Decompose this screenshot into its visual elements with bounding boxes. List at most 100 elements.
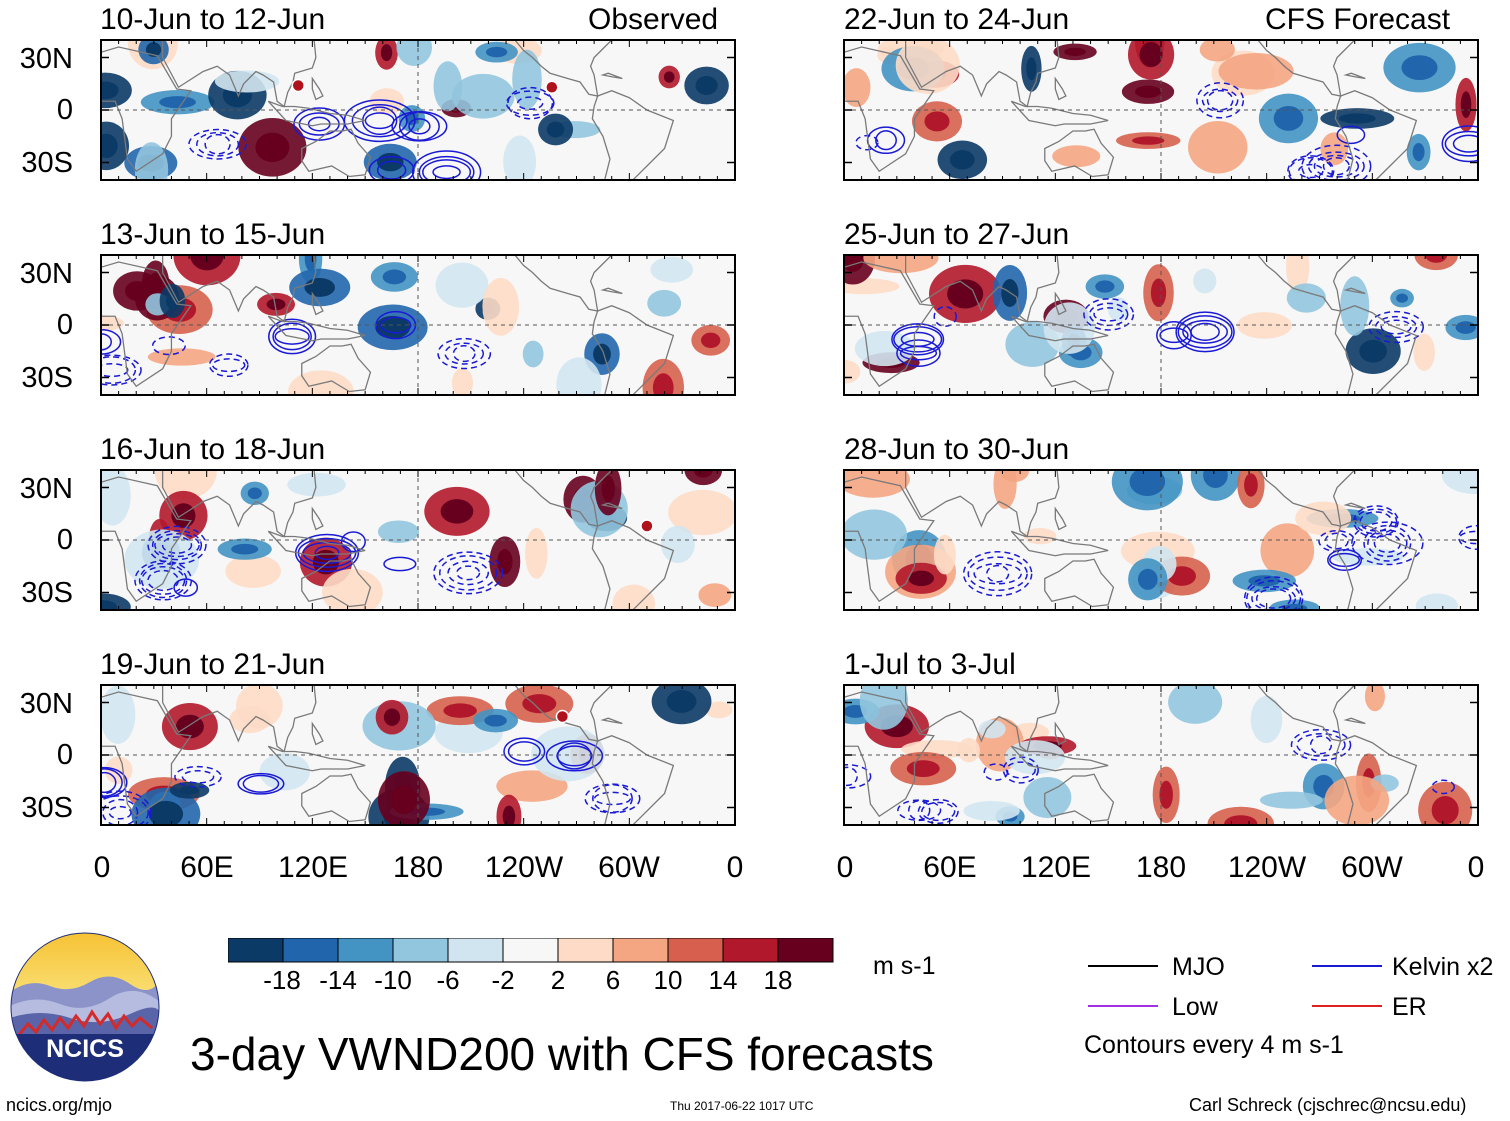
colorbar-swatch	[337, 938, 394, 963]
wind-anomaly-shade	[1259, 791, 1323, 809]
kelvin-contour	[1351, 521, 1424, 566]
colorbar-swatch	[392, 938, 449, 963]
kelvin-contour	[1373, 533, 1402, 554]
kelvin-contour	[391, 110, 448, 142]
kelvin-contour	[584, 783, 641, 814]
wind-anomaly-shade	[660, 525, 695, 563]
kelvin-contour	[204, 133, 231, 155]
kelvin-contour	[154, 532, 200, 558]
coastline	[1334, 305, 1418, 395]
colorbar-swatch	[228, 938, 284, 963]
kelvin-contour	[208, 353, 249, 378]
panel-title-5: 22-Jun to 24-Jun	[844, 3, 1070, 36]
kelvin-contour	[556, 742, 592, 770]
wind-anomaly-core	[1026, 57, 1037, 81]
coastline	[301, 128, 372, 178]
kelvin-contour	[108, 805, 132, 820]
wind-anomaly-shade	[259, 752, 310, 791]
kelvin-contour	[893, 326, 943, 353]
kelvin-contour	[1353, 505, 1399, 538]
kelvin-contour	[138, 562, 188, 599]
wind-anomaly-core	[1338, 113, 1376, 124]
wind-anomaly-core	[906, 760, 940, 777]
wind-anomaly-core	[231, 543, 259, 555]
kelvin-contour	[1297, 163, 1324, 179]
wind-anomaly-core	[593, 343, 611, 365]
wind-anomaly-shade	[1415, 593, 1458, 610]
wind-anomaly-shade	[287, 472, 346, 497]
wind-anomaly-shade	[1260, 523, 1315, 578]
wind-anomaly-shade	[698, 583, 732, 607]
wind-anomaly-core	[502, 805, 516, 825]
kelvin-contour	[196, 131, 240, 157]
wind-anomaly-shade	[1295, 501, 1352, 536]
wind-anomaly-shade	[1237, 312, 1292, 339]
colorbar-swatch	[667, 938, 724, 963]
coastline	[904, 40, 1060, 108]
wind-anomaly-shade	[556, 357, 602, 395]
wind-anomaly-shade	[844, 509, 908, 560]
wind-anomaly-shade	[1004, 740, 1066, 775]
kelvin-contour	[268, 318, 317, 355]
map-panel	[843, 684, 1479, 826]
kelvin-contour	[211, 358, 246, 373]
coastline	[600, 72, 623, 80]
kelvin-contour	[174, 765, 222, 788]
tropical-cyclone-icon	[545, 80, 559, 94]
kelvin-contour	[1159, 327, 1189, 344]
coastline	[1054, 76, 1067, 101]
kelvin-contour	[408, 118, 431, 135]
wind-anomaly-core	[522, 694, 557, 714]
wind-anomaly-core	[1134, 85, 1162, 98]
ylabel-30s-row3: 30S	[21, 577, 73, 609]
xlabel-left-60w: 60W	[598, 851, 660, 884]
wind-anomaly-core	[652, 373, 674, 395]
cb-label-6: 6	[605, 965, 621, 995]
coastline	[904, 470, 1060, 538]
wind-anomaly-shade	[435, 262, 489, 308]
kelvin-contour	[503, 737, 546, 766]
kelvin-contour	[844, 764, 872, 789]
kelvin-contour	[368, 155, 415, 180]
kelvin-contour	[507, 741, 541, 762]
kelvin-contour	[891, 323, 945, 356]
cb-label-neg14: -14	[319, 965, 357, 995]
kelvin-contour	[147, 525, 207, 565]
wind-anomaly-core	[484, 714, 507, 727]
coastline	[1343, 502, 1366, 510]
colorbar-swatch	[557, 938, 614, 963]
colorbar-swatch	[612, 938, 669, 963]
footer-timestamp: Thu 2017-06-22 1017 UTC	[670, 1099, 814, 1113]
kelvin-contour	[917, 798, 959, 824]
wind-anomaly-shade	[933, 534, 956, 575]
kelvin-contour	[444, 342, 484, 365]
kelvin-contour	[242, 774, 280, 793]
kelvin-contour	[181, 769, 215, 784]
kelvin-contour	[1313, 154, 1360, 178]
legend-mjo: MJO	[1172, 953, 1225, 981]
footer-url[interactable]: ncics.org/mjo	[6, 1095, 113, 1115]
kelvin-contour	[1177, 315, 1233, 349]
kelvin-contour	[147, 569, 179, 592]
kelvin-contour	[1243, 576, 1304, 610]
kelvin-contour	[1288, 157, 1334, 180]
kelvin-contour	[101, 795, 149, 825]
coastline	[267, 315, 366, 342]
coastline	[101, 46, 192, 173]
main-title: 3-day VWND200 with CFS forecasts	[190, 1028, 934, 1080]
wind-anomaly-core	[145, 42, 162, 57]
wind-anomaly-shade	[647, 289, 682, 317]
xlabel-right-180: 180	[1135, 851, 1187, 884]
kelvin-contour	[1175, 311, 1235, 353]
wind-anomaly-shade	[1320, 132, 1349, 166]
ylabel-30s-row2: 30S	[21, 362, 73, 394]
kelvin-contour	[1309, 735, 1333, 755]
wind-anomaly-core	[382, 269, 407, 285]
kelvin-contour	[1336, 125, 1366, 145]
wind-anomaly-core	[1139, 42, 1163, 68]
wind-anomaly-shade	[859, 685, 908, 730]
wind-anomaly-core	[190, 255, 224, 271]
wind-anomaly-core	[663, 71, 675, 83]
xlabel-right-60e: 60E	[923, 851, 977, 884]
panel-title-2: 13-Jun to 15-Jun	[100, 218, 326, 251]
